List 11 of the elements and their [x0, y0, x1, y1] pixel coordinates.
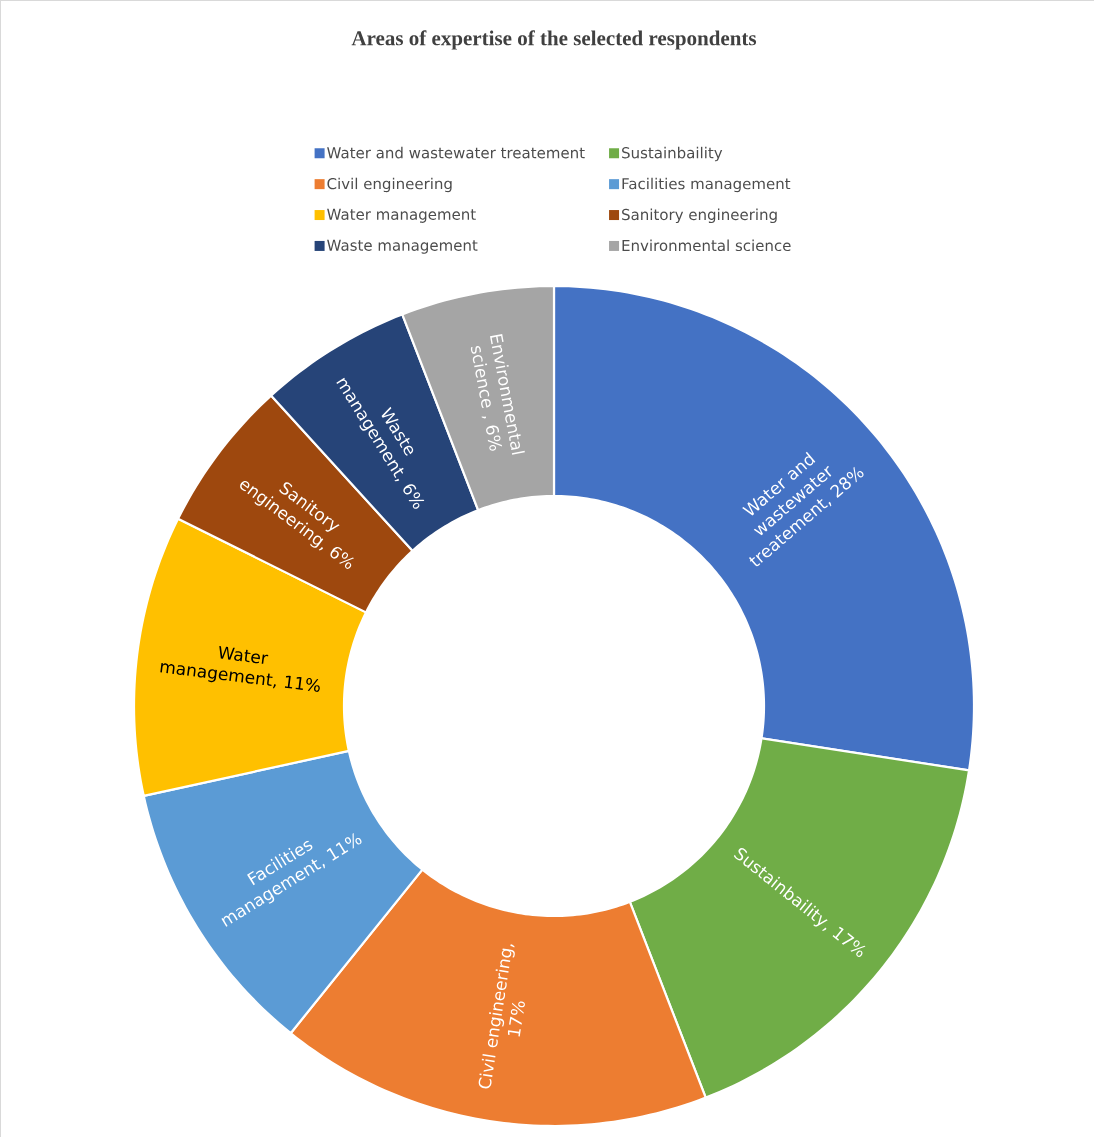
data-label: Water management, 11%: [160, 645, 320, 692]
legend-label: Civil engineering: [327, 177, 452, 193]
legend-label: Facilities management: [622, 177, 791, 193]
legend-label: Water management: [327, 208, 476, 223]
data-label: Civil engineering, 17%: [478, 944, 525, 1089]
legend-label: Water and wastewater treatement: [327, 146, 585, 159]
chart-title: Areas of expertise of the selected respondents: [351, 30, 757, 50]
legend-label: Sustainbaility: [622, 146, 723, 162]
legend-label: Waste management: [327, 239, 478, 254]
legend-label: Environmental science: [622, 239, 791, 252]
legend-label: Sanitory engineering: [622, 208, 777, 224]
